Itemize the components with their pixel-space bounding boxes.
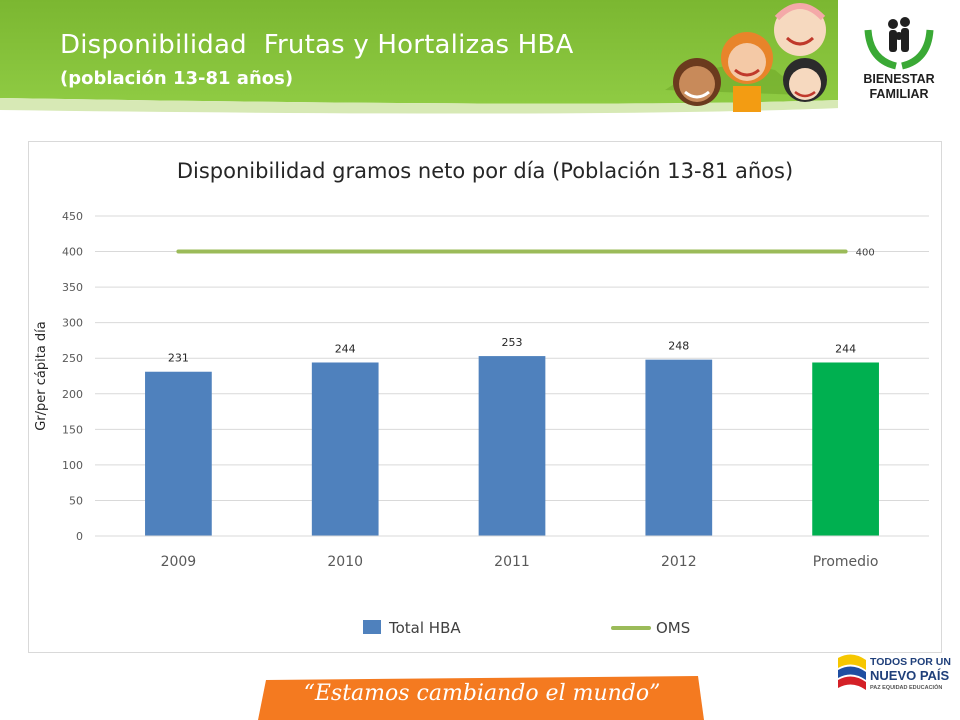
x-tick-label: 2009 — [161, 554, 197, 570]
bar — [478, 356, 546, 536]
y-tick-label: 250 — [62, 352, 83, 365]
y-tick-label: 100 — [62, 459, 83, 472]
y-tick-label: 150 — [62, 423, 83, 436]
y-axis-label: Gr/per cápita día — [34, 321, 49, 431]
x-tick-label: 2010 — [327, 554, 363, 570]
children-illustration-icon — [665, 3, 827, 112]
logo-line-1: BIENESTAR — [863, 72, 935, 86]
slide-subtitle: (población 13-81 años) — [60, 68, 294, 89]
legend-swatch-total-hba — [363, 620, 381, 634]
header-banner-shape — [0, 0, 840, 114]
y-tick-label: 200 — [62, 388, 83, 401]
gov-line-1: TODOS POR UN — [870, 656, 951, 668]
x-tick-label: Promedio — [813, 554, 879, 570]
legend-label-total-hba: Total HBA — [388, 619, 461, 637]
footer-banner — [258, 676, 706, 720]
bar — [145, 371, 212, 536]
chart-title: Disponibilidad gramos neto por día (Pobl… — [177, 159, 793, 183]
footer-banner-shape — [258, 676, 704, 720]
x-tick-label: 2012 — [661, 554, 697, 570]
bar-data-label: 248 — [668, 340, 689, 353]
gov-line-2: NUEVO PAÍS — [870, 668, 950, 683]
oms-data-label: 400 — [856, 248, 875, 259]
colombia-gov-logo: TODOS POR UN NUEVO PAÍS PAZ EQUIDAD EDUC… — [832, 648, 960, 720]
gov-line-3: PAZ EQUIDAD EDUCACIÓN — [870, 685, 943, 691]
bar-data-label: 244 — [835, 342, 856, 355]
bar-data-label: 244 — [335, 342, 356, 355]
y-tick-label: 50 — [69, 494, 83, 507]
bar — [311, 362, 379, 536]
legend-label-oms: OMS — [656, 619, 690, 637]
y-tick-label: 300 — [62, 317, 83, 330]
colombia-flag-icon — [838, 654, 866, 690]
slide-title: Disponibilidad Frutas y Hortalizas HBA — [60, 30, 574, 60]
bienestar-familiar-logo: BIENESTAR FAMILIAR — [838, 0, 960, 120]
logo-line-2: FAMILIAR — [869, 87, 929, 101]
x-tick-label: 2011 — [494, 554, 530, 570]
header-banner — [0, 0, 960, 120]
slogan: “Estamos cambiando el mundo” — [303, 681, 661, 706]
bar-data-label: 253 — [502, 336, 523, 349]
bar-data-label: 231 — [168, 352, 189, 365]
bar-chart: Disponibilidad gramos neto por día (Pobl… — [34, 159, 929, 637]
y-tick-label: 450 — [62, 210, 83, 223]
bar — [812, 362, 879, 536]
y-tick-label: 350 — [62, 281, 83, 294]
bar — [645, 359, 713, 536]
chart-frame: Disponibilidad gramos neto por día (Pobl… — [28, 141, 942, 653]
family-hands-icon — [864, 17, 934, 70]
y-tick-label: 0 — [76, 530, 83, 543]
y-tick-label: 400 — [62, 246, 83, 259]
